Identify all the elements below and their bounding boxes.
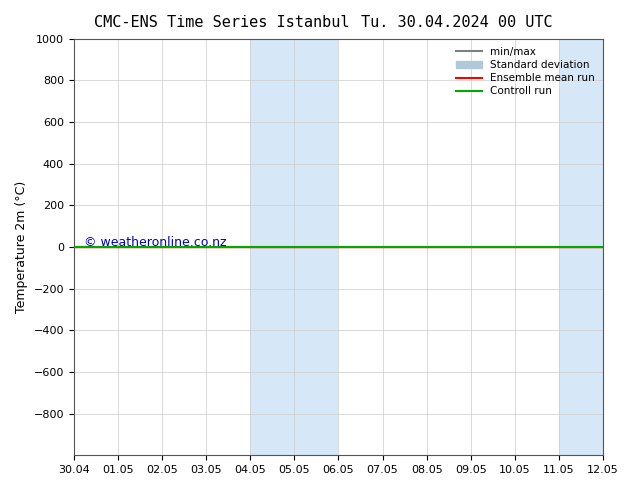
Y-axis label: Temperature 2m (°C): Temperature 2m (°C): [15, 181, 28, 313]
Text: Tu. 30.04.2024 00 UTC: Tu. 30.04.2024 00 UTC: [361, 15, 552, 30]
Text: © weatheronline.co.nz: © weatheronline.co.nz: [84, 236, 227, 249]
Legend: min/max, Standard deviation, Ensemble mean run, Controll run: min/max, Standard deviation, Ensemble me…: [453, 44, 598, 99]
Bar: [250, 39, 339, 455]
Text: CMC-ENS Time Series Istanbul: CMC-ENS Time Series Istanbul: [94, 15, 349, 30]
Bar: [559, 39, 603, 455]
